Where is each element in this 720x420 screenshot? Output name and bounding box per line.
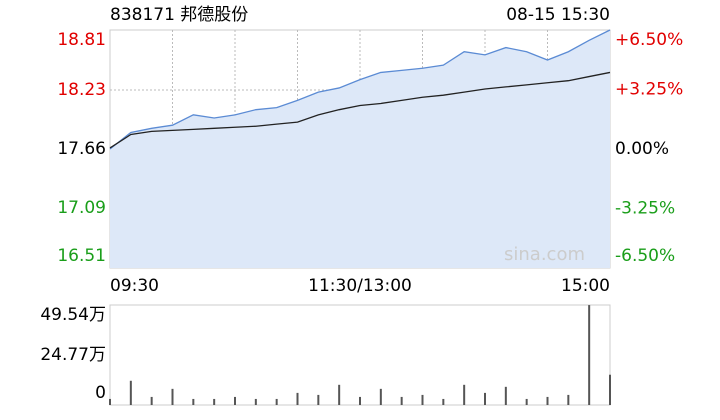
line-average: [109, 71, 611, 149]
plot-frame: [109, 304, 611, 406]
y-tick-label: 17.66: [57, 139, 106, 159]
y2-tick-label: +3.25%: [615, 80, 683, 100]
volume-bar: [504, 386, 507, 405]
watermark: sina.com: [504, 244, 585, 265]
volume-bar: [567, 394, 570, 405]
volume-bar: [317, 394, 320, 405]
volume-bar: [296, 392, 299, 405]
volume-bar: [379, 388, 382, 405]
y-tick-label: 0: [95, 383, 106, 403]
volume-bar: [588, 305, 591, 405]
y-tick-label: 17.09: [57, 198, 106, 218]
volume-bar: [338, 384, 341, 405]
volume-bar: [609, 374, 611, 405]
stock-title: 838171 邦德股份: [110, 5, 248, 25]
y2-tick-label: -3.25%: [615, 199, 675, 219]
datetime: 08-15 15:30: [506, 5, 610, 25]
volume-bar: [129, 380, 132, 405]
volume-bar: [171, 388, 174, 405]
x-tick-label: 11:30/13:00: [308, 276, 412, 296]
y-tick-label: 49.54万: [40, 305, 106, 325]
volume-bar: [421, 394, 424, 405]
y-tick-label: 16.51: [57, 246, 106, 266]
y2-tick-label: 0.00%: [615, 139, 669, 159]
volume-bar: [525, 398, 528, 405]
volume-bar: [400, 396, 403, 405]
volume-bar: [484, 392, 486, 405]
x-tick-label: 09:30: [110, 276, 159, 296]
volume-bar: [150, 396, 153, 405]
y2-tick-label: +6.50%: [615, 30, 683, 50]
volume-bar: [546, 396, 549, 405]
line-price: [109, 29, 611, 150]
y-tick-label: 24.77万: [40, 345, 106, 365]
volume-bar: [213, 398, 216, 405]
volume-bar: [442, 398, 445, 405]
volume-bar: [463, 384, 466, 405]
volume-bar: [234, 396, 236, 405]
volume-bar: [192, 398, 195, 405]
x-tick-label: 15:00: [561, 276, 610, 296]
volume-bar: [359, 396, 361, 405]
y-tick-label: 18.81: [57, 30, 106, 50]
volume-bar: [275, 398, 278, 405]
price-area: [110, 30, 610, 268]
y2-tick-label: -6.50%: [615, 246, 675, 266]
y-tick-label: 18.23: [57, 80, 106, 100]
volume-bar: [254, 398, 257, 405]
volume-bar: [109, 398, 111, 405]
